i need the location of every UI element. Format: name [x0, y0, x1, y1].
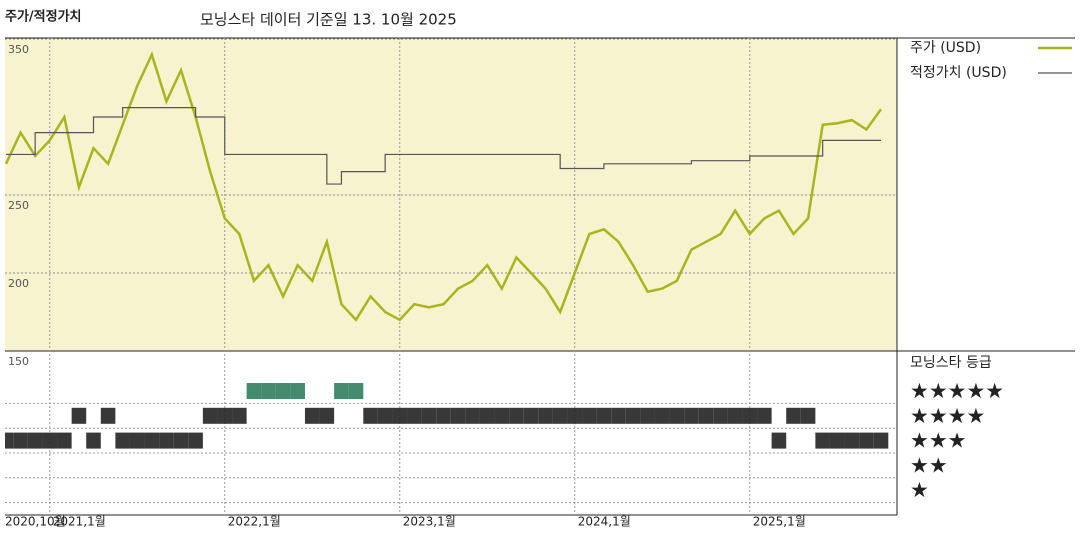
- rating-bar: [129, 432, 145, 449]
- rating-bar: [392, 407, 408, 424]
- rating-bar: [611, 407, 626, 424]
- rating-bar: [115, 432, 130, 449]
- rating-bar: [757, 407, 772, 424]
- rating-bar: [567, 407, 583, 424]
- rating-bar: [538, 407, 553, 424]
- rating-bar: [348, 383, 364, 399]
- x-tick-label: 2022,1월: [228, 515, 281, 529]
- x-tick-label: 2021,1월: [53, 515, 106, 529]
- rating-bar: [407, 407, 422, 424]
- rating-bar: [596, 407, 612, 424]
- rating-bar: [188, 432, 203, 449]
- rating-bar: [71, 407, 87, 424]
- y-tick-label: 250: [8, 199, 29, 212]
- chart-subtitle: 모닝스타 데이터 기준일 13. 10월 2025: [200, 11, 457, 29]
- rating-bar: [669, 407, 685, 424]
- rating-bar: [144, 432, 160, 449]
- rating-bar: [815, 432, 830, 449]
- rating-bar: [859, 432, 874, 449]
- rating-bar: [450, 407, 466, 424]
- rating-bar: [173, 432, 189, 449]
- rating-bar: [377, 407, 393, 424]
- rating-bar: [479, 407, 495, 424]
- rating-bar: [713, 407, 728, 424]
- rating-bar: [5, 432, 14, 449]
- x-tick-label: 2023,1월: [403, 515, 456, 529]
- rating-bar: [684, 407, 699, 424]
- rating-bar: [436, 407, 451, 424]
- rating-bar: [217, 407, 233, 424]
- series-line: [6, 107, 881, 185]
- series-line: [4, 51, 883, 322]
- rating-bar: [625, 407, 641, 424]
- rating-bar: [202, 407, 218, 424]
- y-tick-label: 150: [8, 355, 29, 368]
- rating-bar: [509, 407, 524, 424]
- rating-level-label: ★★★: [910, 429, 966, 453]
- rating-bar: [86, 432, 101, 449]
- rating-bar: [465, 407, 480, 424]
- rating-bar: [698, 407, 714, 424]
- rating-bar: [159, 432, 174, 449]
- rating-bar: [582, 407, 597, 424]
- rating-bar: [42, 432, 58, 449]
- rating-level-label: ★: [910, 478, 929, 502]
- rating-bar: [13, 432, 28, 449]
- rating-bar: [523, 407, 539, 424]
- rating-level-label: ★★: [910, 453, 948, 477]
- rating-level-label: ★★★★★: [910, 379, 1004, 403]
- rating-bar: [771, 432, 787, 449]
- legend-label: 적정가치 (USD): [910, 65, 1007, 81]
- rating-title: 모닝스타 등급: [910, 355, 992, 371]
- rating-bar: [290, 383, 305, 399]
- rating-bar: [275, 383, 291, 399]
- rating-bar: [100, 407, 116, 424]
- rating-bar: [742, 407, 758, 424]
- rating-bar: [727, 407, 743, 424]
- chart-title: 주가/적정가치: [5, 9, 82, 25]
- rating-bar: [640, 407, 655, 424]
- rating-bar: [421, 407, 437, 424]
- rating-bar: [786, 407, 801, 424]
- rating-bar: [27, 432, 43, 449]
- y-tick-label: 350: [8, 43, 29, 56]
- rating-bar: [304, 407, 320, 424]
- rating-bar: [494, 407, 510, 424]
- x-tick-label: 2020,10월: [5, 515, 66, 529]
- rating-bar: [873, 432, 889, 449]
- legend-label: 주가 (USD): [910, 40, 981, 56]
- rating-bar: [57, 432, 72, 449]
- rating-bar: [829, 432, 845, 449]
- rating-bar: [334, 383, 349, 399]
- rating-bar: [654, 407, 670, 424]
- rating-bar: [232, 407, 247, 424]
- y-tick-label: 200: [8, 277, 29, 290]
- rating-bar: [844, 432, 860, 449]
- x-tick-label: 2025,1월: [753, 515, 806, 529]
- x-tick-label: 2024,1월: [578, 515, 631, 529]
- rating-bar: [552, 407, 568, 424]
- rating-bar: [246, 383, 262, 399]
- rating-bar: [363, 407, 378, 424]
- rating-bar: [261, 383, 276, 399]
- rating-level-label: ★★★★: [910, 404, 985, 428]
- rating-bar: [319, 407, 335, 424]
- rating-bar: [800, 407, 816, 424]
